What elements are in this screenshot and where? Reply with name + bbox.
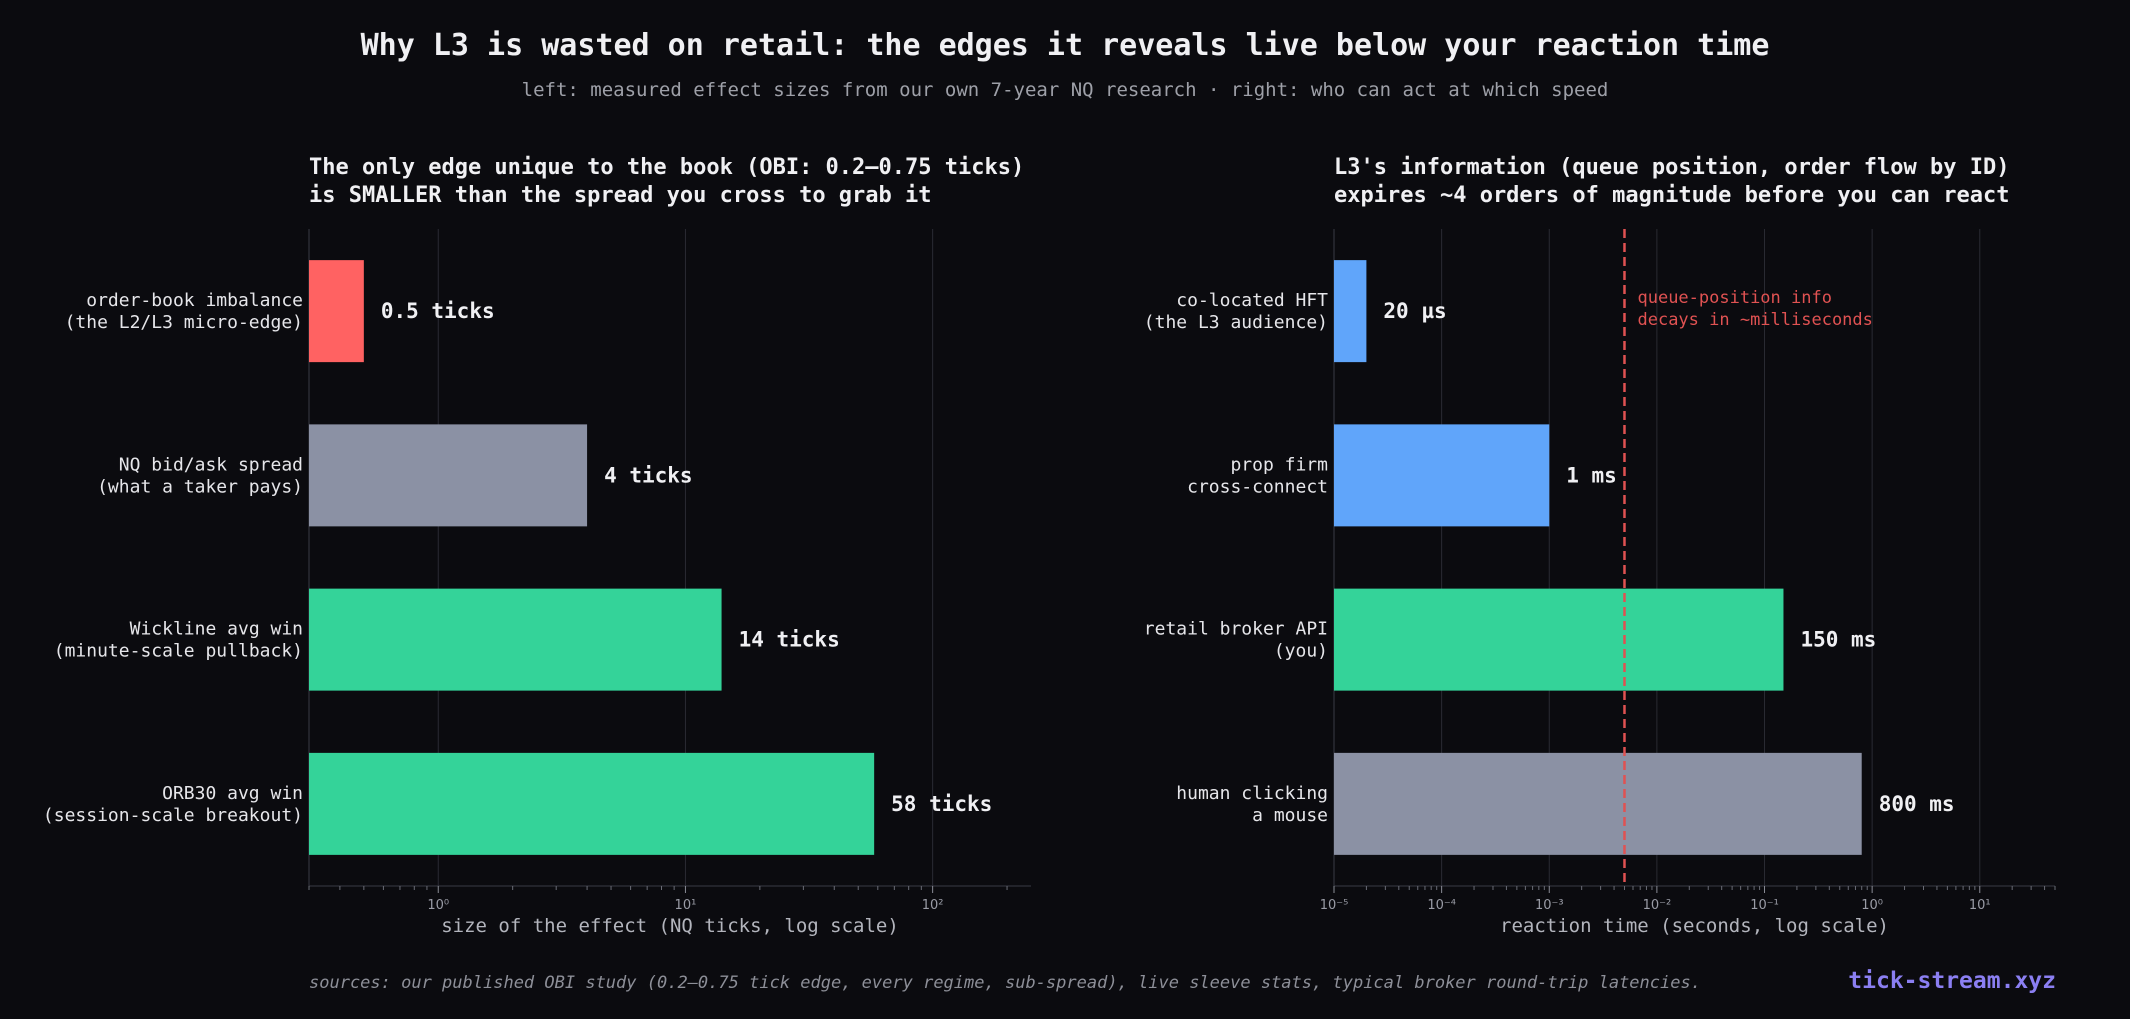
bar-category-label: Wickline avg win (minute-scale pullback) [54,619,303,662]
x-tick-label: 10² [922,898,944,913]
x-tick-label: 10⁻⁴ [1427,898,1456,913]
bar-value-label: 4 ticks [604,463,693,487]
bar [1334,424,1550,527]
x-tick-label: 10⁰ [427,898,449,913]
right-chart-panel: 10⁻⁵ 10⁻⁴ 10⁻³ 10⁻² 10⁻¹ 10⁰ 10¹ reaction time … [1144,229,2056,937]
bar-value-label: 14 ticks [739,628,840,652]
bar [309,424,588,527]
bar-category-label: co-located HFT (the L3 audience) [1144,290,1328,333]
bar-value-label: 58 ticks [891,792,992,816]
chart-title: Why L3 is wasted on retail: the edges it… [360,28,1770,63]
reference-annotation: queue-position info decays in ~millisecon… [1637,288,1872,330]
bar-category-label: prop firm cross-connect [1187,454,1328,497]
x-tick-label: 10⁻² [1643,898,1672,913]
bar-value-label: 800 ms [1879,792,1955,816]
bar [1334,752,1862,855]
bar-category-label: human clicking a mouse [1176,783,1328,826]
bar [1334,260,1367,363]
brand-link[interactable]: tick-stream.xyz [1848,968,2056,994]
x-tick-label: 10⁰ [1861,898,1883,913]
chart-subtitle: left: measured effect sizes from our own… [521,79,1609,101]
bar-category-label: ORB30 avg win (session-scale breakout) [43,783,303,826]
bar [309,260,364,363]
bar-value-label: 0.5 ticks [381,299,495,323]
bar [1334,588,1784,691]
bar-value-label: 20 µs [1383,299,1446,323]
bar-value-label: 1 ms [1566,463,1617,487]
x-tick-label: 10¹ [675,898,697,913]
bar-category-label: order-book imbalance (the L2/L3 micro-edg… [65,290,303,333]
bar-value-label: 150 ms [1800,628,1876,652]
bar [309,588,722,691]
sources-footer: sources: our published OBI study (0.2–0.… [309,973,1701,993]
bar-category-label: NQ bid/ask spread (what a taker pays) [97,454,303,497]
bar-category-label: retail broker API (you) [1144,619,1328,662]
x-axis-label: reaction time (seconds, log scale) [1500,915,1889,937]
right-panel-title: L3's information (queue position, order … [1334,155,2010,208]
x-tick-label: 10⁻³ [1535,898,1564,913]
bar [309,752,875,855]
left-chart-panel: 10⁰ 10¹ 10² size of the effect (NQ ticks, l… [43,229,1031,937]
x-tick-label: 10¹ [1969,898,1991,913]
x-tick-label: 10⁻⁵ [1320,898,1349,913]
x-tick-label: 10⁻¹ [1750,898,1779,913]
x-axis-label: size of the effect (NQ ticks, log scale) [441,915,899,937]
left-panel-title: The only edge unique to the book (OBI: 0… [309,155,1025,208]
